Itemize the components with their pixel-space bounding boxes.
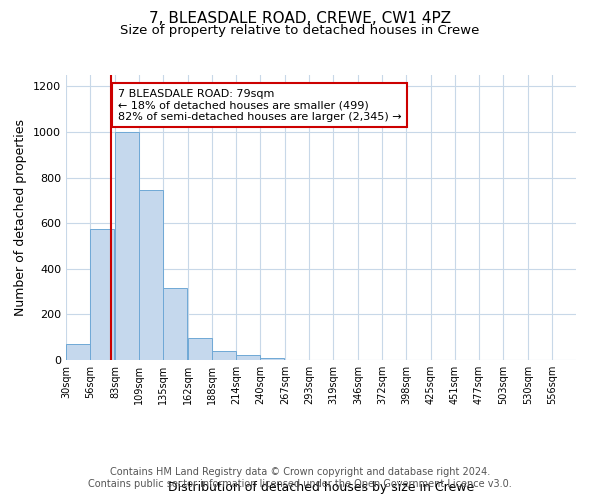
- Bar: [163, 288, 187, 360]
- Bar: [188, 338, 212, 360]
- Bar: [139, 190, 163, 360]
- Text: Size of property relative to detached houses in Crewe: Size of property relative to detached ho…: [121, 24, 479, 37]
- Bar: [236, 356, 260, 360]
- Text: 7 BLEASDALE ROAD: 79sqm
← 18% of detached houses are smaller (499)
82% of semi-d: 7 BLEASDALE ROAD: 79sqm ← 18% of detache…: [118, 88, 401, 122]
- Bar: [260, 358, 284, 360]
- Bar: [212, 351, 236, 360]
- Bar: [90, 229, 114, 360]
- Y-axis label: Number of detached properties: Number of detached properties: [14, 119, 28, 316]
- Bar: [66, 344, 90, 360]
- Text: 7, BLEASDALE ROAD, CREWE, CW1 4PZ: 7, BLEASDALE ROAD, CREWE, CW1 4PZ: [149, 11, 451, 26]
- Bar: [115, 132, 139, 360]
- X-axis label: Distribution of detached houses by size in Crewe: Distribution of detached houses by size …: [168, 480, 474, 494]
- Text: Contains HM Land Registry data © Crown copyright and database right 2024.
Contai: Contains HM Land Registry data © Crown c…: [88, 468, 512, 489]
